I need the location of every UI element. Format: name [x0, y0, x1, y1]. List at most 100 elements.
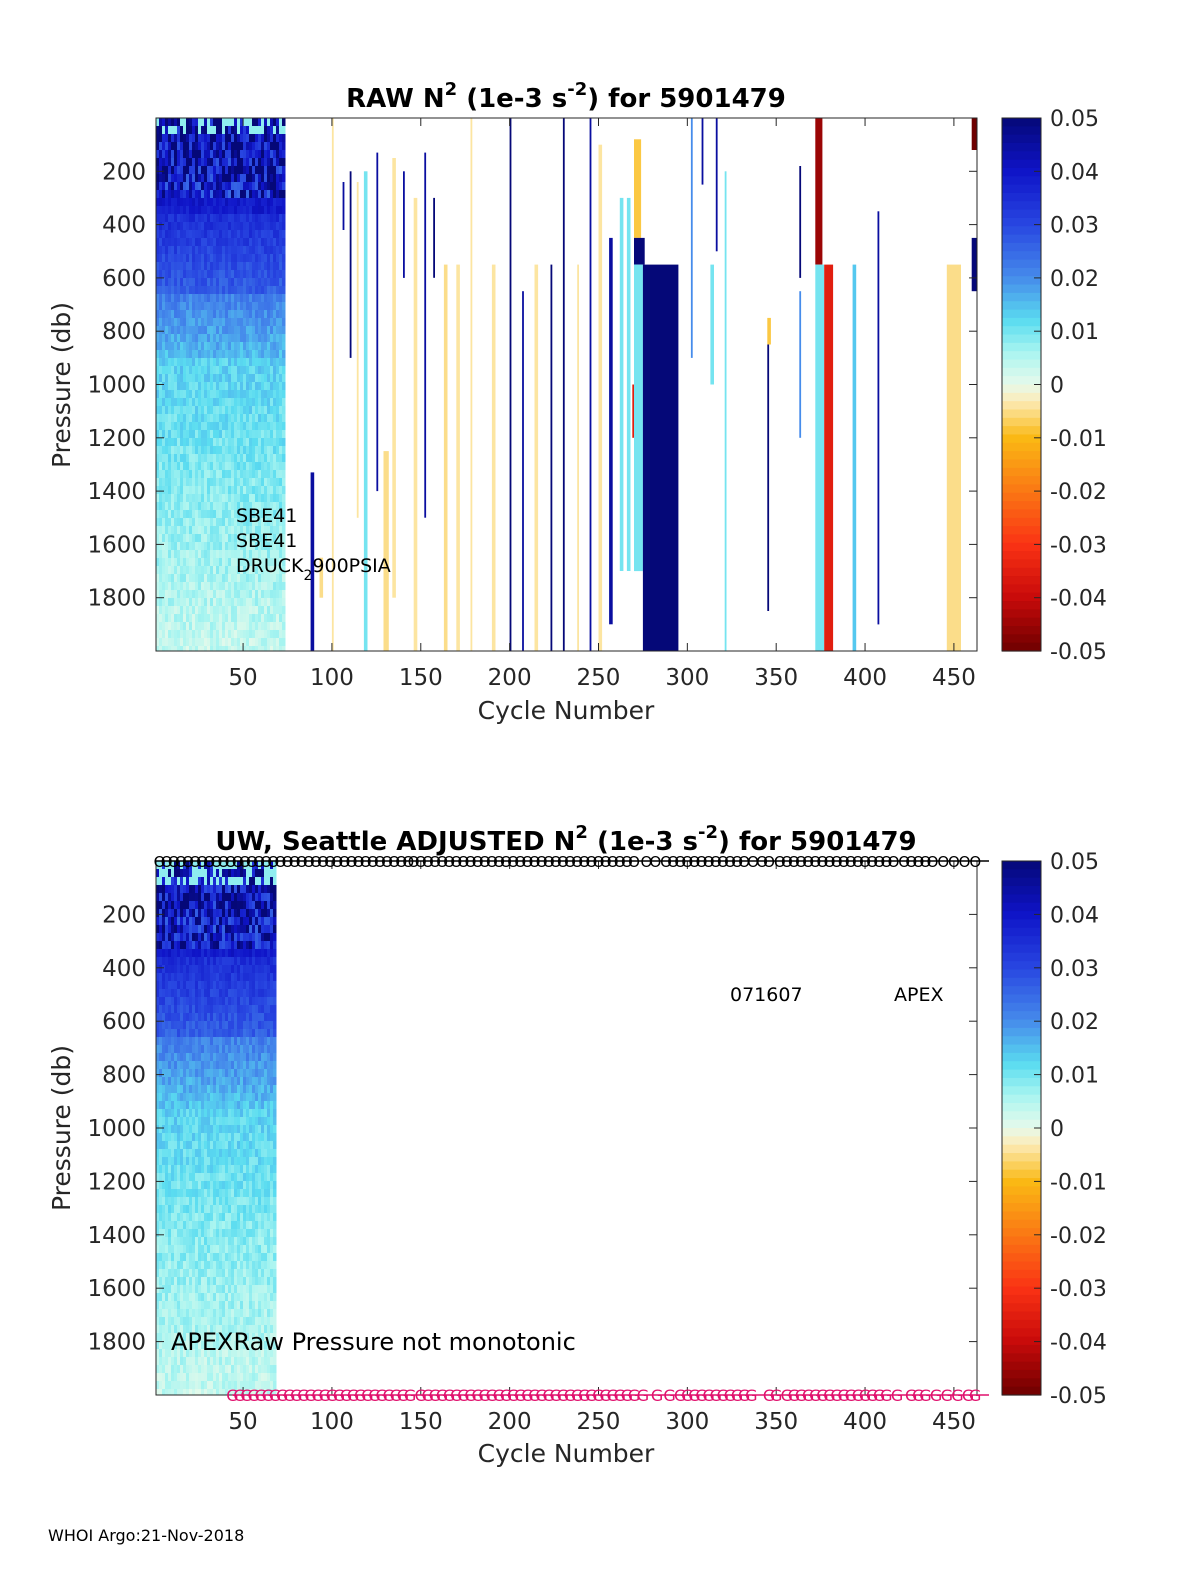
- raw-bg-cell: [198, 126, 202, 135]
- adj-bg-cell: [189, 1205, 193, 1214]
- raw-bg-cell: [156, 566, 160, 575]
- raw-bg-cell: [186, 286, 190, 295]
- colorbar-cell: [1002, 334, 1041, 344]
- raw-bg-cell: [255, 214, 259, 223]
- adj-bg-cell: [162, 1053, 166, 1062]
- raw-bg-cell: [279, 454, 283, 463]
- raw-bg-cell: [261, 542, 265, 551]
- raw-bg-cell: [249, 174, 253, 183]
- adj-bg-cell: [168, 973, 172, 982]
- adj-bg-cell: [234, 1077, 238, 1086]
- adj-bg-cell: [177, 1349, 181, 1358]
- raw-bg-cell: [261, 438, 265, 447]
- adj-bg-cell: [168, 1165, 172, 1174]
- raw-bg-cell: [258, 118, 262, 127]
- adj-bg-cell: [219, 1181, 223, 1190]
- raw-colorbar: 0.050.040.030.020.010-0.01-0.02-0.03-0.0…: [1001, 107, 1107, 665]
- adj-bg-cell: [171, 1133, 175, 1142]
- raw-bg-cell: [201, 390, 205, 399]
- raw-bg-cell: [201, 606, 205, 615]
- adj-bg-cell: [234, 1269, 238, 1278]
- adj-bg-cell: [204, 869, 208, 878]
- raw-bg-cell: [252, 502, 256, 511]
- adj-bg-cell: [225, 1189, 229, 1198]
- raw-bg-cell: [282, 142, 286, 151]
- raw-bg-cell: [270, 294, 274, 303]
- raw-bg-cell: [198, 206, 202, 215]
- raw-bg-cell: [162, 382, 166, 391]
- raw-bg-cell: [225, 462, 229, 471]
- raw-bg-cell: [219, 238, 223, 247]
- adj-bg-cell: [183, 1197, 187, 1206]
- raw-bg-cell: [165, 454, 169, 463]
- raw-bg-cell: [204, 590, 208, 599]
- adj-bg-cell: [168, 1093, 172, 1102]
- raw-bg-cell: [246, 486, 250, 495]
- raw-bg-cell: [189, 446, 193, 455]
- adj-bg-cell: [168, 869, 172, 878]
- adj-bg-cell: [198, 973, 202, 982]
- raw-bg-cell: [234, 550, 238, 559]
- adj-bg-cell: [192, 1189, 196, 1198]
- adj-bg-cell: [174, 1053, 178, 1062]
- raw-bg-cell: [249, 606, 253, 615]
- raw-bg-cell: [252, 438, 256, 447]
- adj-bg-cell: [228, 1317, 232, 1326]
- adj-bg-cell: [174, 997, 178, 1006]
- raw-bg-cell: [201, 214, 205, 223]
- raw-bg-cell: [276, 374, 280, 383]
- adj-bg-cell: [207, 1157, 211, 1166]
- raw-bg-cell: [189, 134, 193, 143]
- adj-bg-cell: [225, 869, 229, 878]
- raw-bg-cell: [219, 310, 223, 319]
- raw-bg-cell: [210, 590, 214, 599]
- raw-bg-cell: [168, 502, 172, 511]
- raw-bg-cell: [165, 438, 169, 447]
- adj-bg-cell: [180, 1181, 184, 1190]
- raw-bg-cell: [216, 278, 220, 287]
- raw-bg-cell: [219, 134, 223, 143]
- raw-bg-cell: [213, 238, 217, 247]
- raw-bg-cell: [192, 590, 196, 599]
- adj-bg-cell: [213, 1101, 217, 1110]
- adj-bg-cell: [204, 909, 208, 918]
- raw-bg-cell: [156, 358, 160, 367]
- raw-bg-cell: [195, 590, 199, 599]
- raw-bg-cell: [198, 534, 202, 543]
- adj-bg-cell: [189, 1069, 193, 1078]
- adj-bg-cell: [183, 1325, 187, 1334]
- raw-bg-cell: [225, 214, 229, 223]
- adj-bg-cell: [210, 877, 214, 886]
- adj-bg-cell: [207, 1245, 211, 1254]
- raw-bg-cell: [186, 550, 190, 559]
- adj-bg-cell: [210, 989, 214, 998]
- adj-bg-cell: [156, 1109, 160, 1118]
- raw-bg-cell: [270, 438, 274, 447]
- adj-bg-cell: [204, 1325, 208, 1334]
- raw-bg-cell: [249, 206, 253, 215]
- raw-bg-cell: [252, 446, 256, 455]
- raw-bg-cell: [258, 470, 262, 479]
- raw-bg-cell: [216, 270, 220, 279]
- adj-bg-cell: [216, 1165, 220, 1174]
- adj-bg-cell: [174, 1333, 178, 1342]
- adj-bg-cell: [171, 1365, 175, 1374]
- adj-bg-cell: [219, 1125, 223, 1134]
- adj-bg-cell: [237, 1325, 241, 1334]
- raw-bg-cell: [171, 126, 175, 135]
- adj-bg-cell: [171, 1381, 175, 1390]
- adj-bg-cell: [225, 1069, 229, 1078]
- adj-bg-cell: [225, 949, 229, 958]
- raw-bg-cell: [195, 558, 199, 567]
- adj-bg-cell: [189, 1381, 193, 1390]
- adj-bg-cell: [231, 1133, 235, 1142]
- raw-bg-cell: [270, 526, 274, 535]
- colorbar-cell: [1002, 367, 1041, 377]
- adj-bg-cell: [186, 1005, 190, 1014]
- adj-bg-cell: [210, 1021, 214, 1030]
- raw-bg-cell: [261, 622, 265, 631]
- raw-bg-cell: [216, 518, 220, 527]
- adj-bg-cell: [204, 1221, 208, 1230]
- adj-bg-cell: [156, 1117, 160, 1126]
- raw-bg-cell: [177, 422, 181, 431]
